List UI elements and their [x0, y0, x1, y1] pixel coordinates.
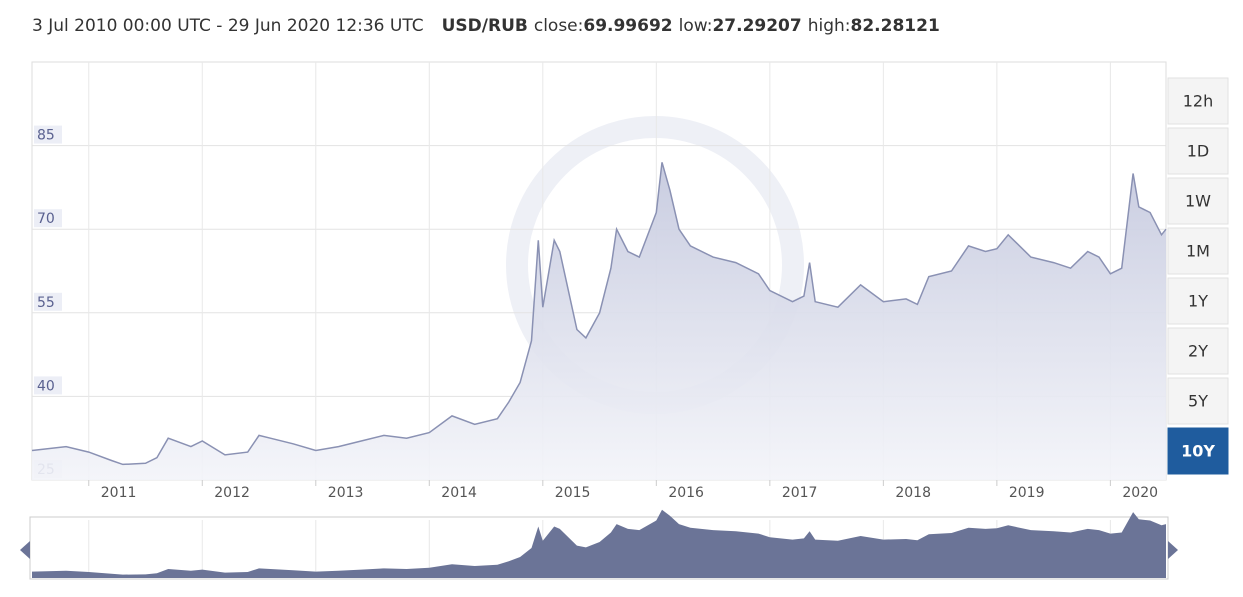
range-button[interactable] [1167, 327, 1229, 375]
y-label-bg [34, 376, 62, 395]
range-button-label[interactable]: 12h [1183, 92, 1214, 111]
header: 3 Jul 2010 00:00 UTC - 29 Jun 2020 12:36… [32, 16, 940, 36]
nav-area [32, 509, 1166, 578]
date-range: 3 Jul 2010 00:00 UTC - 29 Jun 2020 12:36… [32, 16, 424, 36]
x-tick-label: 2018 [895, 485, 931, 501]
x-tick-label: 2017 [782, 485, 818, 501]
range-button[interactable] [1167, 77, 1229, 125]
range-button[interactable] [1167, 177, 1229, 225]
navigator [32, 509, 1166, 578]
x-tick-label: 2016 [668, 485, 704, 501]
range-button[interactable] [1167, 127, 1229, 175]
nav-handle-right[interactable] [1168, 541, 1178, 559]
x-tick-label: 2012 [214, 485, 250, 501]
range-button-label[interactable]: 1W [1185, 192, 1211, 211]
range-button[interactable] [1167, 227, 1229, 275]
line [31, 162, 1167, 466]
range-buttons: 12h 1D 1W 1M 1Y 2Y 5Y 10Y [1167, 77, 1229, 475]
nav-handle-left[interactable] [20, 541, 30, 559]
stat-label: low: [679, 16, 713, 36]
x-tick-label: 2013 [328, 485, 364, 501]
x-tick-label: 2014 [441, 485, 477, 501]
range-button-label[interactable]: 1M [1186, 242, 1210, 261]
area [32, 162, 1166, 481]
y-tick-label: 70 [37, 211, 55, 227]
range-button-label[interactable]: 5Y [1188, 392, 1208, 411]
y-tick-label: 85 [37, 128, 55, 144]
range-button[interactable] [1167, 427, 1229, 475]
stat-value: 82.28121 [851, 16, 940, 36]
range-button-label[interactable]: 2Y [1188, 342, 1208, 361]
y-tick-label: 40 [37, 378, 55, 394]
plot: 2540557085201120122013201420152016201720… [31, 62, 1167, 501]
stat-label: high: [808, 16, 851, 36]
x-tick-label: 2011 [101, 485, 137, 501]
y-label-bg [34, 209, 62, 228]
range-button[interactable] [1167, 377, 1229, 425]
stat-value: 27.29207 [712, 16, 801, 36]
range-button-label[interactable]: 1D [1187, 142, 1210, 161]
range-button-label[interactable]: 10Y [1181, 442, 1215, 461]
y-label-bg [34, 125, 62, 144]
x-tick-label: 2015 [555, 485, 591, 501]
y-label-bg [34, 292, 62, 311]
stat-label: close: [534, 16, 584, 36]
x-tick-label: 2020 [1122, 485, 1158, 501]
stat-value: 69.99692 [583, 16, 672, 36]
x-tick-label: 2019 [1009, 485, 1045, 501]
range-button[interactable] [1167, 277, 1229, 325]
y-tick-label: 55 [37, 295, 55, 311]
range-button-label[interactable]: 1Y [1188, 292, 1208, 311]
pair: USD/RUB [442, 16, 528, 36]
